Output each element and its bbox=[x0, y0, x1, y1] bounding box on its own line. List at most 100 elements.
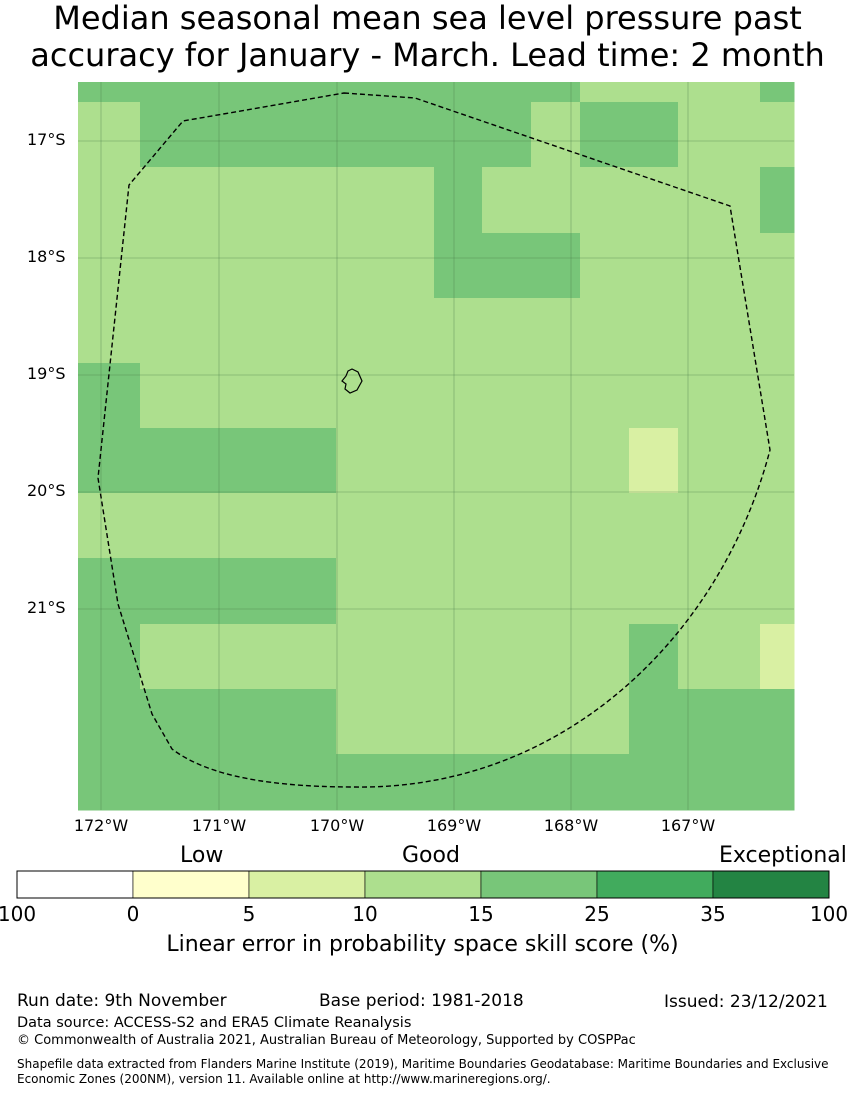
grid-cell bbox=[482, 167, 532, 234]
grid-cell bbox=[678, 233, 728, 299]
grid-cell bbox=[434, 363, 483, 429]
grid-cell bbox=[760, 689, 795, 755]
grid-cell bbox=[678, 102, 728, 168]
grid-cell bbox=[531, 102, 581, 168]
grid-cell bbox=[238, 558, 337, 625]
grid-cell bbox=[760, 754, 795, 811]
lon-label-170: 170°W bbox=[309, 816, 365, 835]
grid-cell bbox=[238, 493, 337, 559]
grid-cell bbox=[78, 363, 141, 429]
grid-cell bbox=[140, 493, 239, 559]
grid-cell bbox=[727, 363, 761, 429]
grid-cell bbox=[678, 428, 728, 494]
grid-cell bbox=[629, 102, 679, 168]
lat-label-19: 19°S bbox=[27, 364, 66, 383]
shapefile-credit-2: Economic Zones (200NM), version 11. Avai… bbox=[17, 1072, 551, 1086]
colorbar-tick-6: 35 bbox=[700, 902, 726, 926]
grid-cell bbox=[760, 167, 795, 234]
grid-cell bbox=[238, 102, 337, 168]
grid-cell bbox=[678, 82, 728, 103]
colorbar-tick-4: 15 bbox=[468, 902, 494, 926]
grid-cell bbox=[434, 233, 483, 299]
grid-cell bbox=[531, 754, 581, 811]
grid-cell bbox=[727, 689, 761, 755]
grid-cell bbox=[482, 428, 532, 494]
grid-cell bbox=[78, 82, 141, 103]
grid-cell bbox=[238, 363, 337, 429]
grid-cell bbox=[238, 689, 337, 755]
grid-cell bbox=[78, 298, 141, 364]
run-date: Run date: 9th November bbox=[17, 991, 227, 1011]
grid-cell bbox=[727, 298, 761, 364]
skill-map bbox=[78, 82, 795, 811]
grid-cell bbox=[78, 493, 141, 559]
grid-cell bbox=[629, 428, 679, 494]
grid-cell bbox=[629, 558, 679, 625]
legend-category-low: Low bbox=[180, 843, 224, 868]
grid-cell bbox=[727, 558, 761, 625]
copyright: © Commonwealth of Australia 2021, Austra… bbox=[17, 1033, 636, 1048]
lon-label-167: 167°W bbox=[660, 816, 716, 835]
grid-cell bbox=[678, 624, 728, 690]
grid-cell bbox=[727, 428, 761, 494]
grid-cell bbox=[727, 167, 761, 234]
grid-cell bbox=[434, 558, 483, 625]
title-line-1: Median seasonal mean sea level pressure … bbox=[53, 0, 802, 37]
lon-label-171: 171°W bbox=[191, 816, 247, 835]
grid-cell bbox=[531, 624, 581, 690]
shapefile-credit-1: Shapefile data extracted from Flanders M… bbox=[17, 1057, 829, 1071]
colorbar-tick-1: 0 bbox=[126, 902, 140, 926]
grid-cell bbox=[238, 624, 337, 690]
map-title: Median seasonal mean sea level pressure … bbox=[0, 0, 855, 74]
grid-cell bbox=[140, 558, 239, 625]
title-line-2: accuracy for January - March. Lead time:… bbox=[30, 36, 825, 74]
grid-cell bbox=[760, 428, 795, 494]
grid-cell bbox=[482, 233, 532, 299]
grid-cell bbox=[760, 493, 795, 559]
colorbar-segment-5 bbox=[596, 870, 714, 899]
grid-cell bbox=[78, 233, 141, 299]
grid-cell bbox=[580, 298, 630, 364]
grid-cell bbox=[434, 298, 483, 364]
grid-cell bbox=[678, 298, 728, 364]
grid-cell bbox=[727, 102, 761, 168]
grid-cell bbox=[140, 298, 239, 364]
grid-cell bbox=[482, 363, 532, 429]
grid-cell bbox=[760, 363, 795, 429]
grid-cell bbox=[482, 754, 532, 811]
grid-cell bbox=[629, 363, 679, 429]
grid-cell bbox=[238, 298, 337, 364]
grid-cell bbox=[140, 754, 239, 811]
grid-cell bbox=[336, 624, 435, 690]
grid-cell bbox=[78, 102, 141, 168]
grid-cell bbox=[336, 754, 435, 811]
grid-cell bbox=[531, 689, 581, 755]
grid-cell bbox=[238, 428, 337, 494]
grid-cell bbox=[482, 689, 532, 755]
colorbar-segments bbox=[16, 870, 830, 899]
grid-cell bbox=[580, 428, 630, 494]
grid-cell bbox=[580, 558, 630, 625]
grid-cell bbox=[678, 493, 728, 559]
grid-cell bbox=[482, 624, 532, 690]
colorbar-tick-3: 10 bbox=[352, 902, 378, 926]
grid-cell bbox=[531, 233, 581, 299]
grid-cell bbox=[760, 624, 795, 690]
lat-label-18: 18°S bbox=[27, 247, 66, 266]
grid-cell bbox=[434, 754, 483, 811]
grid-cell bbox=[629, 754, 679, 811]
lon-label-169: 169°W bbox=[426, 816, 482, 835]
grid-cell bbox=[580, 233, 630, 299]
grid-cell bbox=[580, 493, 630, 559]
grid-cell bbox=[140, 167, 239, 234]
grid-cell bbox=[629, 298, 679, 364]
grid-cell bbox=[434, 624, 483, 690]
grid-cell bbox=[482, 493, 532, 559]
grid-cell bbox=[336, 493, 435, 559]
colorbar-segment-3 bbox=[364, 870, 482, 899]
grid-cell bbox=[580, 363, 630, 429]
grid-cell bbox=[482, 298, 532, 364]
niue-island bbox=[341, 368, 363, 394]
skill-grid bbox=[78, 82, 795, 811]
lat-label-21: 21°S bbox=[27, 598, 66, 617]
